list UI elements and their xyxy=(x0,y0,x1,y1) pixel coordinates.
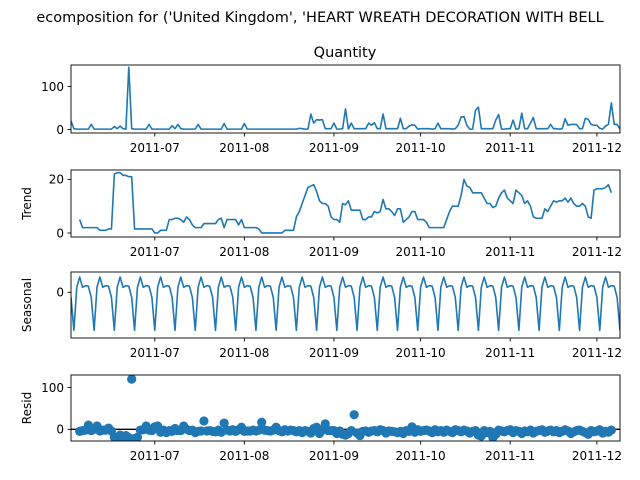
resid-xtick-label: 2011-07 xyxy=(130,449,180,463)
quantity-xtick-label: 2011-10 xyxy=(396,141,446,155)
resid-point xyxy=(127,375,137,384)
panel-seasonal-frame xyxy=(70,271,621,339)
trend-ytick-label: 0 xyxy=(56,226,64,240)
resid-point xyxy=(199,416,209,426)
resid-xtick-label: 2011-10 xyxy=(396,449,446,463)
resid-ytick-label: 100 xyxy=(41,381,64,395)
resid-point xyxy=(132,432,143,441)
panel-resid: 0 100 2011-07 2011-08 2011-09 2011-10 2011-11 2… xyxy=(20,374,622,463)
resid-point xyxy=(257,417,267,427)
quantity-xtick-label: 2011-07 xyxy=(130,141,180,155)
panels: 0 100 2011-07 2011-08 2011-09 2011-10 2011-11 2… xyxy=(20,64,622,463)
seasonal-ytick-label: 0 xyxy=(56,286,64,300)
trend-ytick-label: 20 xyxy=(49,173,64,187)
panel-trend: 0 20 2011-07 2011-08 2011-09 2011-10 2011-11 20… xyxy=(20,169,622,259)
panel-quantity-title: Quantity xyxy=(314,45,377,61)
trend-xtick-label: 2011-07 xyxy=(130,245,180,259)
seasonal-ylabel: Seasonal xyxy=(20,278,34,332)
resid-xtick-label: 2011-09 xyxy=(309,449,359,463)
quantity-ytick-label: 100 xyxy=(41,80,64,94)
trend-xtick-label: 2011-11 xyxy=(485,245,535,259)
quantity-xtick-label: 2011-09 xyxy=(309,141,359,155)
panel-seasonal-plot-area xyxy=(71,276,620,332)
resid-ylabel: Resid xyxy=(20,392,34,424)
quantity-xtick-label: 2011-12 xyxy=(572,141,622,155)
trend-xtick-label: 2011-08 xyxy=(219,245,269,259)
resid-ytick-label: 0 xyxy=(56,423,64,437)
resid-point xyxy=(606,425,616,435)
panel-trend-plot-area xyxy=(78,171,613,234)
seasonal-xtick-label: 2011-11 xyxy=(485,346,535,360)
panel-trend-frame xyxy=(70,169,621,238)
seasonal-xtick-label: 2011-07 xyxy=(130,346,180,360)
trend-series-line xyxy=(78,171,613,234)
quantity-ytick-label: 0 xyxy=(56,123,64,137)
trend-xtick-label: 2011-12 xyxy=(572,245,622,259)
quantity-xtick-label: 2011-11 xyxy=(485,141,535,155)
panel-quantity: 0 100 2011-07 2011-08 2011-09 2011-10 2011-11 2… xyxy=(41,64,622,155)
figure-suptitle: ecomposition for ('United Kingdom', 'HEA… xyxy=(36,10,603,26)
resid-xtick-label: 2011-12 xyxy=(572,449,622,463)
seasonal-series-line xyxy=(71,276,620,332)
trend-ylabel: Trend xyxy=(20,187,34,221)
panel-resid-plot-area xyxy=(71,375,620,441)
resid-point xyxy=(349,410,359,420)
resid-xtick-label: 2011-08 xyxy=(219,449,269,463)
quantity-xtick-label: 2011-08 xyxy=(219,141,269,155)
seasonal-xtick-label: 2011-10 xyxy=(396,346,446,360)
panel-seasonal: 0 2011-07 2011-08 2011-09 2011-10 2011-11 2011… xyxy=(20,271,622,360)
seasonal-xtick-label: 2011-09 xyxy=(309,346,359,360)
panel-resid-frame xyxy=(70,374,621,442)
trend-xtick-label: 2011-10 xyxy=(396,245,446,259)
panel-quantity-plot-area xyxy=(71,66,620,130)
resid-xtick-label: 2011-11 xyxy=(485,449,535,463)
seasonal-xtick-label: 2011-08 xyxy=(219,346,269,360)
resid-point xyxy=(219,418,229,428)
quantity-series-line xyxy=(71,66,620,130)
seasonal-xtick-label: 2011-12 xyxy=(572,346,622,360)
trend-xtick-label: 2011-09 xyxy=(309,245,359,259)
panel-quantity-frame xyxy=(70,64,621,134)
